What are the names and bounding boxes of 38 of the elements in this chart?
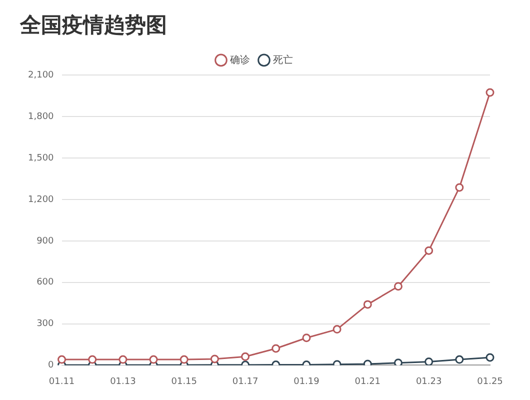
point xyxy=(394,282,402,291)
point xyxy=(363,300,372,309)
point xyxy=(241,352,250,361)
point xyxy=(332,325,342,334)
point xyxy=(486,353,494,362)
y-tick-label: 1,800 xyxy=(28,112,54,122)
point xyxy=(272,344,280,353)
y-tick-label: 1,200 xyxy=(28,194,54,205)
x-tick-label: 01.21 xyxy=(354,376,381,387)
point xyxy=(210,354,219,364)
x-tick-label: 01.19 xyxy=(294,376,320,387)
y-tick-label: 900 xyxy=(36,236,54,246)
chart-title: 全国疫情趋势图 xyxy=(19,13,167,38)
point xyxy=(58,355,66,364)
point xyxy=(302,334,311,342)
point xyxy=(455,183,464,192)
y-tick-label: 600 xyxy=(36,278,54,288)
legend-label: 确诊 xyxy=(229,54,250,66)
point xyxy=(180,355,188,364)
point xyxy=(424,358,434,366)
y-tick-label: 1,500 xyxy=(28,153,54,164)
point xyxy=(455,355,464,364)
x-tick-label: 01.13 xyxy=(110,376,136,387)
y-tick-label: 2,100 xyxy=(28,70,54,81)
point xyxy=(424,246,434,255)
y-tick-label: 0 xyxy=(48,360,54,371)
point xyxy=(88,355,97,364)
x-tick-label: 01.23 xyxy=(416,376,442,387)
x-tick-label: 01.11 xyxy=(48,376,75,387)
x-tick-label: 01.15 xyxy=(171,376,197,387)
point xyxy=(118,355,128,364)
point xyxy=(486,88,494,97)
legend-label: 死亡 xyxy=(273,54,293,66)
y-tick-label: 300 xyxy=(36,319,54,330)
point xyxy=(149,355,158,364)
point xyxy=(394,358,402,366)
x-tick-label: 01.25 xyxy=(477,376,503,387)
x-tick-label: 01.17 xyxy=(232,376,258,387)
